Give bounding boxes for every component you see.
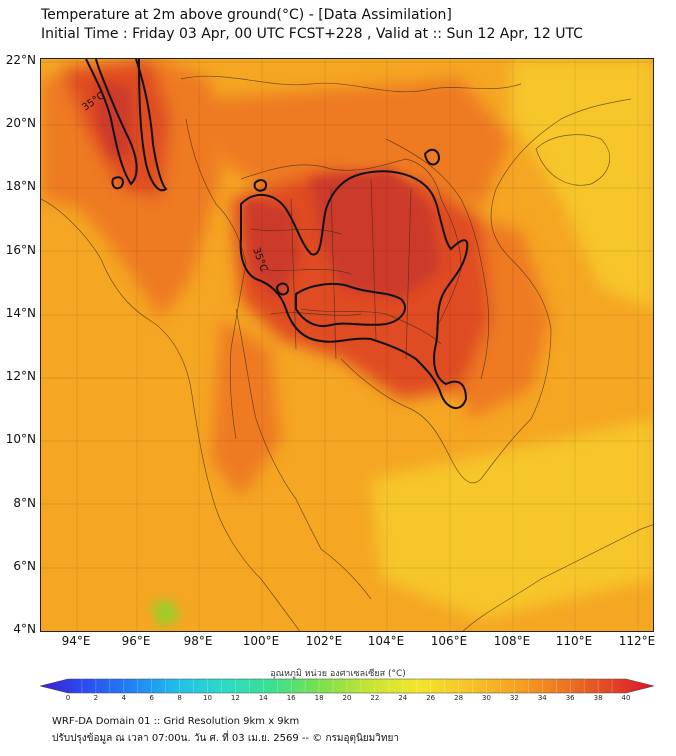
colorbar-segments — [81, 679, 613, 693]
lon-label-98e: 98°E — [183, 634, 213, 648]
lon-label-102e: 102°E — [305, 634, 343, 648]
colorbar-tick-label: 22 — [370, 694, 380, 702]
contour-vietnam-loop — [423, 148, 441, 166]
isotherm-35c-contours — [85, 59, 469, 409]
contour-myanmar-east — [135, 59, 168, 192]
colorbar-tick-label: 34 — [537, 694, 547, 702]
borneo-coast — [462, 524, 653, 631]
lon-label-108e: 108°E — [493, 634, 531, 648]
colorbar-tick-label: 24 — [398, 694, 408, 702]
sea-warm-field-south — [371, 419, 653, 619]
border-china — [180, 75, 522, 93]
lat-label-8n: 8°N — [13, 496, 36, 510]
lat-label-6n: 6°N — [13, 559, 36, 573]
colorbar-tick-label: 4 — [121, 694, 127, 702]
colorbar-tick-label: 0 — [65, 694, 71, 702]
colorbar-tick-label: 30 — [482, 694, 491, 702]
colorbar-fill — [40, 678, 654, 694]
peninsula-warm-zone — [211, 319, 281, 499]
contour-thailand-main — [239, 170, 469, 409]
colorbar-tick-label: 36 — [565, 694, 575, 702]
central-hottest-zone — [246, 199, 301, 299]
lat-label-14n: 14°N — [5, 306, 36, 320]
map-title: Temperature at 2m above ground(°C) - [Da… — [41, 7, 452, 23]
footer-update-info: ปรับปรุงข้อมูล ณ เวลา 07:00น. วัน ศ. ที่… — [52, 733, 399, 744]
lat-label-12n: 12°N — [5, 369, 36, 383]
border-laos-vietnam — [385, 138, 490, 380]
lon-label-106e: 106°E — [430, 634, 468, 648]
lon-label-110e: 110°E — [555, 634, 593, 648]
coastline-main — [41, 198, 300, 631]
border-thailand-cambodia — [300, 308, 442, 345]
colorbar-tick-label: 20 — [342, 694, 352, 702]
colorbar-tick-label: 32 — [509, 694, 519, 702]
temperature-map: 35°C 35°C — [40, 58, 654, 632]
colorbar-tick-label: 8 — [177, 694, 182, 702]
lon-label-104e: 104°E — [367, 634, 405, 648]
sea-warm-field-east — [511, 59, 653, 309]
province-lines-b — [290, 178, 412, 360]
contour-thailand-inner — [295, 282, 406, 327]
footer-model-info: WRF-DA Domain 01 :: Grid Resolution 9km … — [52, 716, 300, 727]
border-thailand-laos — [240, 158, 462, 330]
colorbar-title: อุณหภูมิ หน่วย องศาเซลเซียส (°C) — [270, 669, 406, 679]
lon-label-94e: 94°E — [61, 634, 91, 648]
colorbar-tick-label: 6 — [149, 694, 154, 702]
contour-myanmar-dot — [111, 176, 124, 190]
laos-warm-zone — [211, 79, 511, 209]
lat-label-16n: 16°N — [5, 243, 36, 257]
colorbar-tick-label: 26 — [426, 694, 436, 702]
colorbar-tick-label: 10 — [203, 694, 212, 702]
contour-small-loop — [275, 282, 290, 296]
country-borders — [41, 75, 653, 631]
lat-label-18n: 18°N — [5, 179, 36, 193]
hainan-island — [535, 134, 610, 186]
colorbar-tick-label: 12 — [230, 694, 240, 702]
colorbar-tick-label: 2 — [93, 694, 99, 702]
map-canvas: 35°C 35°C — [41, 59, 653, 631]
colorbar-tick-label: 18 — [314, 694, 324, 702]
lat-lon-grid — [41, 59, 653, 631]
contour-myanmar — [85, 59, 138, 186]
coastline-gulf — [235, 308, 372, 600]
border-myanmar-thailand — [185, 118, 247, 440]
lat-label-20n: 20°N — [5, 116, 36, 130]
lat-label-10n: 10°N — [5, 432, 36, 446]
map-subtitle: Initial Time : Friday 03 Apr, 00 UTC FCS… — [41, 26, 583, 42]
cool-spot — [151, 599, 181, 627]
lon-label-96e: 96°E — [121, 634, 151, 648]
lat-label-4n: 4°N — [13, 622, 36, 636]
lon-label-112e: 112°E — [618, 634, 656, 648]
colorbar-tick-label: 16 — [286, 694, 296, 702]
lon-label-100e: 100°E — [242, 634, 280, 648]
colorbar-tick-label: 38 — [593, 694, 603, 702]
colorbar-tick-label: 14 — [258, 694, 268, 702]
coastline-east — [340, 98, 632, 484]
contour-north-loop — [253, 179, 267, 192]
colorbar-tick-label: 40 — [621, 694, 631, 702]
colorbar — [40, 678, 654, 694]
colorbar-tick-label: 28 — [454, 694, 464, 702]
lat-label-22n: 22°N — [5, 53, 36, 67]
